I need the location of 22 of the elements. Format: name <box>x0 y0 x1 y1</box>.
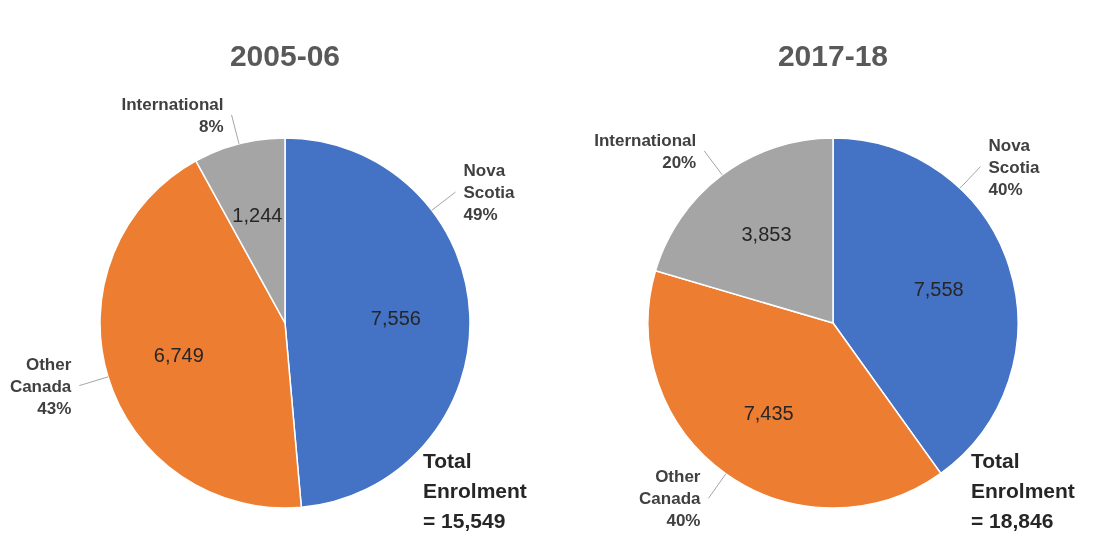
chart-title: 2017-18 <box>777 39 889 72</box>
slice-label: Other Canada <box>639 467 702 509</box>
slice-label: Other Canada <box>9 354 72 396</box>
data-label: 7,556 <box>370 307 421 330</box>
text: 49% <box>463 205 498 225</box>
chart-title: 2005-06 <box>229 39 341 72</box>
text: 40% <box>666 511 701 531</box>
text: Total Enrolment = 15,549 <box>423 449 527 532</box>
text: 40% <box>988 179 1023 199</box>
data-label: 1,244 <box>232 204 283 227</box>
text: 8% <box>198 116 224 136</box>
slice-label: International <box>594 130 697 150</box>
text: 43% <box>37 398 72 418</box>
data-label: 6,749 <box>153 344 204 367</box>
text: Total Enrolment = 18,846 <box>971 449 1075 532</box>
data-label: 7,558 <box>913 278 964 301</box>
slice-label: International <box>121 94 224 114</box>
slice-label: Nova Scotia <box>988 135 1041 177</box>
slice-label: Nova Scotia <box>463 161 516 203</box>
data-label: 3,853 <box>741 223 792 246</box>
text: 20% <box>662 152 697 172</box>
data-label: 7,435 <box>743 402 794 425</box>
